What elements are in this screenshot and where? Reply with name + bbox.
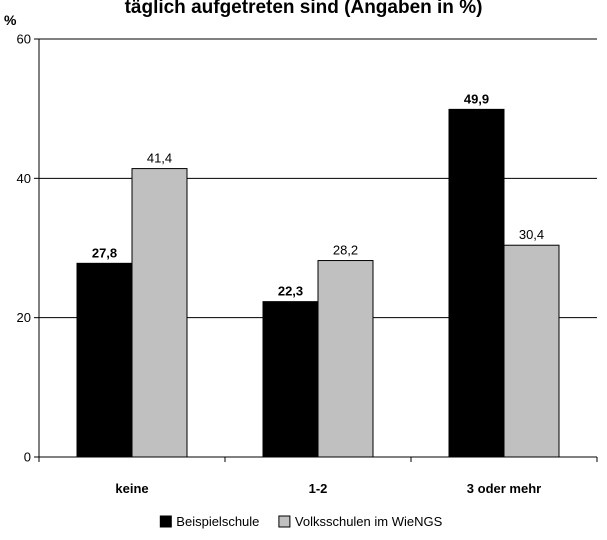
legend-label-1: Volksschulen im WieNGS — [295, 514, 443, 529]
bar-beispielschule-1 — [262, 301, 319, 458]
legend: Beispielschule Volksschulen im WieNGS — [159, 514, 443, 529]
legend-swatch-0 — [159, 515, 172, 528]
bar-volksschulen-0 — [131, 168, 188, 458]
y-tick-label-0: 0 — [24, 450, 31, 465]
y-tick-label-40: 40 — [17, 171, 31, 186]
y-tick-label-60: 60 — [17, 32, 31, 47]
legend-label-0: Beispielschule — [176, 514, 259, 529]
x-category-label-1: 1-2 — [309, 481, 328, 496]
y-tick-label-20: 20 — [17, 310, 31, 325]
bar-volksschulen-1 — [317, 260, 374, 458]
axes — [34, 38, 598, 462]
data-label-1-0: 41,4 — [147, 151, 172, 166]
x-category-label-2: 3 oder mehr — [467, 481, 541, 496]
bar-volksschulen-2 — [503, 244, 560, 458]
data-label-0-0: 27,8 — [92, 245, 117, 260]
data-label-0-2: 49,9 — [464, 91, 489, 106]
bars-group — [76, 108, 560, 458]
chart-title: täglich aufgetreten sind (Angaben in %) — [125, 0, 483, 18]
labels-group: 0 20 40 60 27,8 41,4 keine 22,3 28,2 1-2 49,9 30,4 3… — [17, 32, 545, 497]
y-axis-unit-label: % — [4, 12, 17, 28]
data-label-1-1: 28,2 — [333, 243, 358, 258]
data-label-1-2: 30,4 — [519, 227, 544, 242]
data-label-0-1: 22,3 — [278, 284, 303, 299]
bar-beispielschule-2 — [448, 108, 505, 458]
bar-beispielschule-0 — [76, 262, 133, 458]
x-category-label-0: keine — [115, 481, 148, 496]
legend-swatch-1 — [278, 515, 291, 528]
